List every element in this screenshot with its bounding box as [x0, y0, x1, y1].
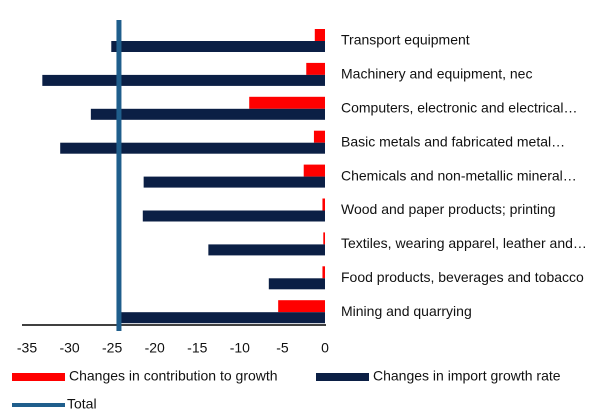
bar [303, 164, 325, 177]
bar [90, 108, 325, 120]
x-tick-label: -35 [17, 340, 37, 356]
category-label: Transport equipment [341, 32, 470, 48]
x-tick-label: -25 [102, 340, 122, 356]
bar [143, 176, 325, 188]
bar [60, 142, 325, 154]
bar [314, 29, 325, 41]
x-tick-label: -10 [230, 340, 250, 356]
category-label: Machinery and equipment, nec [341, 66, 532, 82]
legend-swatch [316, 373, 369, 381]
bar [268, 278, 325, 290]
bar [322, 266, 325, 279]
category-label: Chemicals and non-metallic mineral… [341, 167, 577, 183]
x-tick-label: -15 [187, 340, 207, 356]
category-label: Computers, electronic and electrical… [341, 100, 578, 116]
bar [306, 62, 325, 75]
legend-swatch [12, 373, 65, 381]
category-label: Wood and paper products; printing [341, 201, 556, 217]
bar [142, 210, 325, 222]
legend-label: Total [67, 396, 97, 411]
x-tick-label: -20 [145, 340, 165, 356]
bar [323, 232, 325, 245]
x-tick-label: -5 [276, 340, 289, 356]
legend-label: Changes in contribution to growth [69, 368, 278, 384]
x-tick-label: 0 [321, 340, 329, 356]
bar [117, 312, 325, 324]
legend-label: Changes in import growth rate [373, 368, 561, 384]
bar [208, 244, 325, 256]
bar [42, 74, 325, 86]
category-label: Food products, beverages and tobacco [341, 269, 584, 285]
category-label: Basic metals and fabricated metal… [341, 133, 565, 149]
bar [313, 130, 325, 143]
category-label: Mining and quarrying [341, 303, 472, 319]
bar [249, 96, 325, 109]
bar [111, 41, 325, 52]
bar [278, 300, 325, 313]
x-tick-label: -30 [59, 340, 79, 356]
bar [322, 198, 325, 211]
category-label: Textiles, wearing apparel, leather and… [341, 235, 587, 251]
